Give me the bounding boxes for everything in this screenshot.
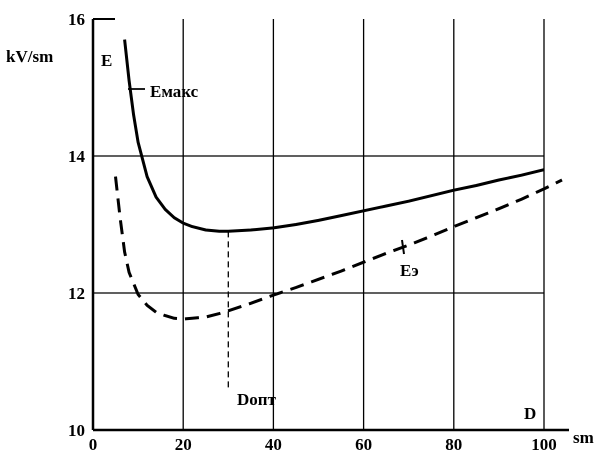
tick-labels: 0 20 40 60 80 100 10 12 14 16 (68, 10, 557, 450)
x-axis-units-label: sm (573, 428, 594, 447)
x-axis-symbol-label: D (524, 404, 536, 423)
series-line-emax (123, 39, 545, 233)
y-tick-label: 16 (68, 10, 85, 29)
grid-lines (93, 19, 545, 430)
series-label-ee: Eэ (400, 261, 419, 280)
plot-area (114, 39, 563, 388)
y-axis-units-label: kV/sm (6, 47, 53, 66)
y-tick-label: 10 (68, 421, 85, 440)
series-line-ee (114, 176, 563, 321)
x-tick-label: 80 (445, 435, 462, 450)
axes (91, 18, 569, 432)
x-tick-label: 40 (265, 435, 282, 450)
x-tick-label: 0 (89, 435, 98, 450)
y-tick-label: 12 (68, 284, 85, 303)
ee-leader-line (401, 239, 405, 255)
x-tick-label: 60 (355, 435, 372, 450)
x-tick-label: 100 (531, 435, 557, 450)
x-tick-label: 20 (175, 435, 192, 450)
y-tick-label: 14 (68, 147, 86, 166)
series-label-emax: Eмакс (150, 82, 199, 101)
y-axis-symbol-label: E (101, 51, 112, 70)
annotation-dopt: Dопт (237, 390, 277, 409)
